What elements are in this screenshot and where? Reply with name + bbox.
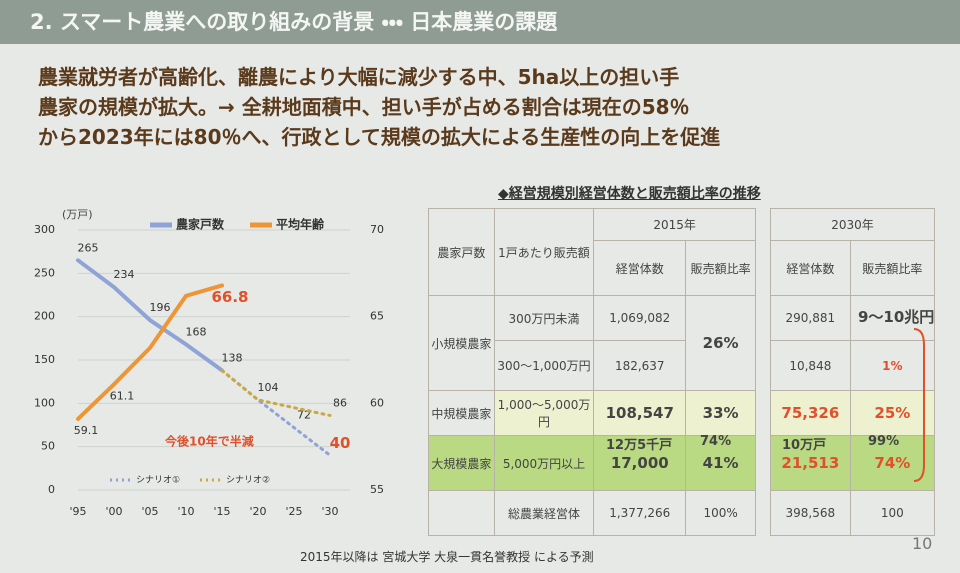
x-tick-label: '10 bbox=[177, 505, 194, 515]
x-tick-label: '05 bbox=[141, 505, 158, 515]
header-cell: 農家戸数 bbox=[428, 208, 495, 296]
value-label: 138 bbox=[222, 351, 243, 364]
legend-label: 農家戸数 bbox=[176, 217, 225, 232]
row-label: 総農業経営体 bbox=[493, 490, 595, 536]
annotation: 今後10年で半減 bbox=[165, 434, 254, 449]
row-label: 大規模農家 bbox=[428, 435, 495, 491]
y2-tick-label: 55 bbox=[370, 483, 384, 496]
cell: 21,513 bbox=[770, 435, 851, 491]
chart: (万戸) 0 50 100 150 200 250 300 55 60 65 70 '95 '00 '05 '… bbox=[34, 208, 384, 515]
value-label: 168 bbox=[186, 325, 207, 338]
cell: 100 bbox=[849, 490, 936, 536]
cell: 10,848 bbox=[770, 340, 851, 391]
x-tick-label: '30 bbox=[321, 505, 338, 515]
y2-tick-label: 70 bbox=[370, 223, 384, 236]
cell bbox=[428, 490, 495, 536]
cell: 1,377,266 bbox=[593, 490, 687, 536]
cell: 108,547 bbox=[593, 390, 687, 436]
header-cell: 販売額比率 bbox=[849, 240, 936, 296]
page-number: 10 bbox=[912, 534, 933, 553]
header-cell: 経営体数 bbox=[770, 240, 851, 296]
intro-line: 農家の規模が拡大。→ 全耕地面積中、担い手が占める割合は現在の58％ bbox=[38, 95, 690, 119]
row-label: 中規模農家 bbox=[428, 390, 495, 436]
y-tick-label: 200 bbox=[34, 310, 55, 323]
x-tick-label: '15 bbox=[213, 505, 230, 515]
x-tick-label: '20 bbox=[249, 505, 266, 515]
header-cell: 2015年 bbox=[593, 208, 756, 241]
x-tick-label: '00 bbox=[105, 505, 122, 515]
value-label: 234 bbox=[114, 268, 135, 281]
cell: 26% bbox=[685, 295, 756, 391]
footer: 2015年以降は 宮城大学 大泉一貫名誉教授 による予測 bbox=[300, 550, 594, 564]
header-cell: 2030年 bbox=[770, 208, 935, 241]
y-tick-label: 250 bbox=[34, 266, 55, 279]
y-tick-label: 150 bbox=[34, 353, 55, 366]
legend-label: 平均年齢 bbox=[276, 217, 325, 232]
table-2015: 農家戸数 1戸あたり販売額 2015年 経営体数 販売額比率 小規模農家 300万円未満… bbox=[428, 208, 756, 536]
y-axis-title: (万戸) bbox=[62, 208, 93, 221]
y-tick-label: 0 bbox=[48, 483, 55, 496]
value-label: 66.8 bbox=[211, 288, 248, 306]
series-line bbox=[220, 368, 332, 417]
table-2030: 2030年 経営体数 販売額比率 290,881 10,848 1% 75,326 2… bbox=[770, 208, 936, 536]
value-label: 59.1 bbox=[74, 424, 99, 437]
value-label: 104 bbox=[258, 381, 279, 394]
cell: 25% bbox=[849, 390, 936, 436]
value-label: 196 bbox=[150, 301, 171, 314]
y2-tick-label: 65 bbox=[370, 310, 384, 323]
cell: 100% bbox=[685, 490, 756, 536]
cell: 74% bbox=[849, 435, 936, 491]
table-title: ◆経営規模別経営体数と販売額比率の推移 bbox=[498, 186, 761, 202]
note: 9〜10兆円 bbox=[858, 308, 935, 326]
y2-tick-label: 60 bbox=[370, 396, 384, 409]
cell: 1,000〜5,000万円 bbox=[493, 390, 595, 436]
note: 12万5千戸 bbox=[606, 438, 673, 453]
cell: 300万円未満 bbox=[493, 295, 595, 341]
value-label: 40 bbox=[330, 434, 351, 452]
bracket bbox=[913, 328, 925, 482]
value-label: 61.1 bbox=[110, 389, 135, 402]
note: 10万戸 bbox=[782, 438, 827, 453]
legend-label: シナリオ② bbox=[226, 475, 270, 486]
header-cell: 1戸あたり販売額 bbox=[493, 208, 595, 296]
y-tick-label: 100 bbox=[34, 396, 55, 409]
cell: 41% bbox=[685, 435, 756, 491]
cell: 182,637 bbox=[593, 340, 687, 391]
series-line bbox=[76, 258, 224, 373]
y-tick-label: 50 bbox=[41, 440, 55, 453]
cell: 75,326 bbox=[770, 390, 851, 436]
cell: 5,000万円以上 bbox=[493, 435, 595, 491]
intro: 農業就労者が高齢化、離農により大幅に減少する中、5ha以上の担い手 農家の規模が… bbox=[38, 62, 720, 152]
cell: 33% bbox=[685, 390, 756, 436]
row-label: 小規模農家 bbox=[428, 295, 495, 391]
cell: 398,568 bbox=[770, 490, 851, 536]
intro-line: から2023年には80％へ、行政として規模の拡大による生産性の向上を促進 bbox=[38, 125, 721, 149]
value-label: 265 bbox=[78, 241, 99, 254]
cell: 290,881 bbox=[770, 295, 851, 341]
x-tick-label: '25 bbox=[285, 505, 302, 515]
intro-line: 農業就労者が高齢化、離農により大幅に減少する中、5ha以上の担い手 bbox=[38, 65, 680, 89]
series-line bbox=[76, 283, 224, 421]
slide-title: 2. スマート農業への取り組みの背景 ・・・ 日本農業の課題 bbox=[0, 0, 960, 44]
value-label: 86 bbox=[333, 396, 347, 409]
legend-label: シナリオ① bbox=[136, 475, 180, 486]
x-tick-label: '95 bbox=[69, 505, 86, 515]
header-cell: 販売額比率 bbox=[685, 240, 756, 296]
cell: 17,000 bbox=[593, 435, 687, 491]
y-tick-label: 300 bbox=[34, 223, 55, 236]
cell: 1% bbox=[849, 340, 936, 391]
cell: 300〜1,000万円 bbox=[493, 340, 595, 391]
note: 74% bbox=[700, 434, 732, 449]
header-cell: 経営体数 bbox=[593, 240, 687, 296]
note: 99% bbox=[868, 434, 900, 449]
cell: 1,069,082 bbox=[593, 295, 687, 341]
